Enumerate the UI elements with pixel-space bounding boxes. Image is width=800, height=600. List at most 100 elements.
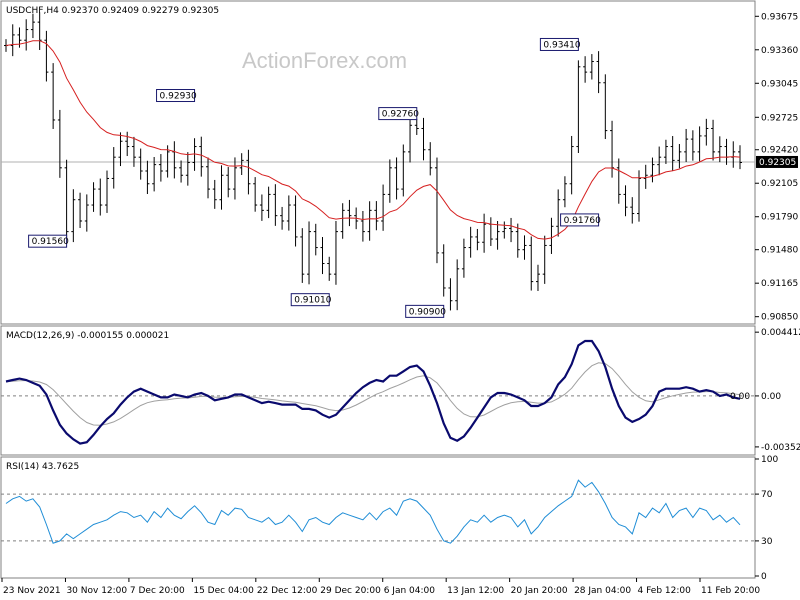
rsi-tick-label: 30	[761, 537, 773, 547]
price-bar	[690, 130, 695, 161]
price-bar	[448, 278, 453, 311]
macd-zero-label: 0.00	[730, 392, 750, 402]
price-bar	[556, 189, 561, 237]
moving-average-line	[5, 40, 741, 240]
price-bar	[663, 139, 668, 164]
price-bar	[643, 164, 648, 189]
price-bar	[185, 152, 190, 186]
price-tick-label: 0.90850	[761, 313, 798, 323]
time-tick-label: 4 Feb 12:00	[638, 586, 692, 596]
price-tick-label: 0.93675	[761, 12, 798, 22]
price-bar	[515, 223, 520, 258]
macd-tick-label: 0.004412	[761, 328, 800, 338]
price-bar	[562, 176, 567, 208]
price-bar	[394, 157, 399, 200]
price-annotation-label: 0.92930	[160, 92, 197, 102]
price-bar	[98, 178, 103, 216]
rsi-tick: 30	[755, 537, 773, 547]
price-tick: 0.93675	[755, 12, 798, 22]
time-tick: 13 Jan 12:00	[445, 578, 504, 596]
price-bar	[286, 195, 291, 231]
macd-panel: 0.004412 0.00 -0.003528 0.00 MACD(12,26,9) …	[0, 325, 800, 456]
price-bar	[569, 135, 574, 195]
price-bar	[179, 160, 184, 183]
time-tick: 29 Dec 20:00	[318, 578, 381, 596]
price-annotation: 0.92930	[156, 89, 197, 103]
price-bar	[199, 136, 204, 177]
time-tick-label: 29 Dec 20:00	[320, 586, 381, 596]
price-tick: 0.92420	[755, 146, 798, 156]
price-bar	[71, 189, 76, 243]
price-bar	[10, 24, 15, 57]
price-bar	[78, 192, 83, 228]
price-bar	[381, 184, 386, 231]
price-bar	[717, 136, 722, 163]
price-bar	[232, 157, 237, 200]
price-bar	[589, 54, 594, 80]
macd-tick-label: 0.00	[761, 392, 781, 402]
price-bar	[266, 186, 271, 219]
price-bar	[360, 211, 365, 242]
time-tick: 23 Nov 2021	[1, 578, 61, 596]
price-bar	[428, 142, 433, 176]
price-bar	[131, 136, 136, 167]
price-bar	[434, 157, 439, 264]
time-tick: 30 Nov 12:00	[64, 578, 127, 596]
price-tick-label: 0.93360	[761, 46, 798, 56]
price-annotation-label: 0.90900	[409, 307, 446, 317]
macd-tick: -0.003528	[755, 443, 800, 453]
price-bar	[44, 30, 49, 82]
price-bar	[118, 132, 123, 167]
current-price-badge: 0.92305	[756, 155, 798, 168]
current-price-badge-box	[756, 155, 798, 168]
price-bar	[684, 128, 689, 163]
price-bar	[273, 184, 278, 226]
price-tick: 0.90850	[755, 313, 798, 323]
price-bar	[414, 118, 419, 135]
price-bar	[212, 179, 217, 209]
price-bar	[138, 148, 143, 180]
price-bar	[738, 145, 742, 170]
rsi-tick-label: 0	[761, 572, 767, 582]
price-tick-label: 0.91480	[761, 246, 798, 256]
price-bars	[4, 12, 742, 311]
price-bar	[408, 114, 413, 163]
price-bar	[509, 217, 514, 243]
price-panel: ActionForex.com 0.929300.915600.927600.9…	[0, 0, 798, 325]
price-bar	[293, 195, 298, 247]
price-tick: 0.93045	[755, 79, 798, 89]
time-tick-label: 23 Nov 2021	[3, 586, 61, 596]
price-annotation-label: 0.91560	[32, 237, 69, 247]
price-bar	[125, 131, 130, 157]
price-bar	[24, 19, 29, 51]
price-annotation-label: 0.93410	[543, 40, 580, 50]
price-bar	[320, 237, 325, 275]
price-bar	[152, 156, 157, 192]
price-tick-label: 0.93045	[761, 79, 798, 89]
price-axis: 0.93675 0.93360 0.93045 0.92725 0.92420 0.921…	[755, 12, 798, 323]
price-bar	[64, 159, 69, 240]
price-bar	[677, 144, 682, 169]
time-tick: 7 Dec 20:00	[128, 578, 185, 596]
rsi-tick-label: 100	[761, 455, 778, 465]
price-bar	[387, 159, 392, 203]
macd-header: MACD(12,26,9) -0.000155 0.000021	[6, 331, 169, 341]
price-bar	[542, 235, 547, 284]
price-panel-frame	[0, 0, 756, 325]
price-bar	[630, 197, 635, 224]
price-annotation: 0.92760	[378, 107, 419, 121]
price-bar	[313, 223, 318, 256]
price-bar	[616, 158, 621, 204]
current-price-badge-text: 0.92305	[759, 158, 796, 168]
time-tick-label: 13 Jan 12:00	[447, 586, 504, 596]
time-tick: 15 Dec 04:00	[191, 578, 254, 596]
price-bar	[535, 264, 540, 291]
rsi-header: RSI(14) 43.7625	[6, 462, 79, 472]
price-bar	[657, 146, 662, 176]
price-tick-label: 0.92420	[761, 146, 798, 156]
price-bar	[522, 235, 527, 260]
rsi-tick: 0	[755, 572, 767, 582]
price-bar	[603, 74, 608, 140]
price-tick: 0.91790	[755, 213, 798, 223]
